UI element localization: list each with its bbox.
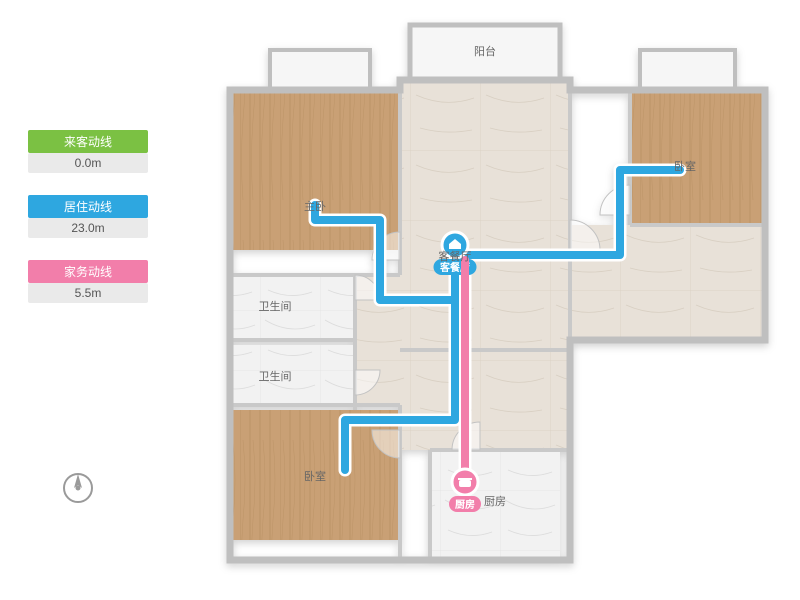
legend-panel: 来客动线 0.0m 居住动线 23.0m 家务动线 5.5m [28,130,148,325]
door-arc [570,220,600,250]
room-corridor [400,350,570,450]
room-bath2 [230,345,355,405]
room-label-livingdine: 客餐厅 [439,249,472,263]
room-balc_top_r [640,50,735,90]
room-balc_top_l [270,50,370,90]
room-label-kitchen: 厨房 [484,495,506,508]
room-label-bath2: 卫生间 [259,369,292,383]
legend-item-living: 居住动线 23.0m [28,195,148,238]
room-label-bedroom_bl: 卧室 [304,469,326,483]
legend-item-chore: 家务动线 5.5m [28,260,148,303]
legend-value-chore: 5.5m [28,283,148,303]
room-label-bedroom_r: 卧室 [674,159,696,173]
room-bath1 [230,275,355,340]
legend-value-guest: 0.0m [28,153,148,173]
legend-label-living: 居住动线 [28,195,148,218]
floorplan-stage: 客餐厅厨房阳台主卧卧室客餐厅卫生间卫生间卧室厨房 [200,10,780,590]
room-label-bath1: 卫生间 [259,299,292,313]
route-label-chore: 厨房 [455,498,475,511]
room-label-balcony: 阳台 [474,44,496,58]
legend-value-living: 23.0m [28,218,148,238]
legend-label-chore: 家务动线 [28,260,148,283]
room-label-master_br: 主卧 [304,200,326,213]
legend-label-guest: 来客动线 [28,130,148,153]
floorplan-svg: 客餐厅厨房阳台主卧卧室客餐厅卫生间卫生间卧室厨房 [200,10,780,590]
room-livingdine [400,80,570,350]
compass-icon [60,470,96,506]
pot-icon [459,480,471,487]
room-bedroom_r [630,90,765,225]
legend-item-guest: 来客动线 0.0m [28,130,148,173]
